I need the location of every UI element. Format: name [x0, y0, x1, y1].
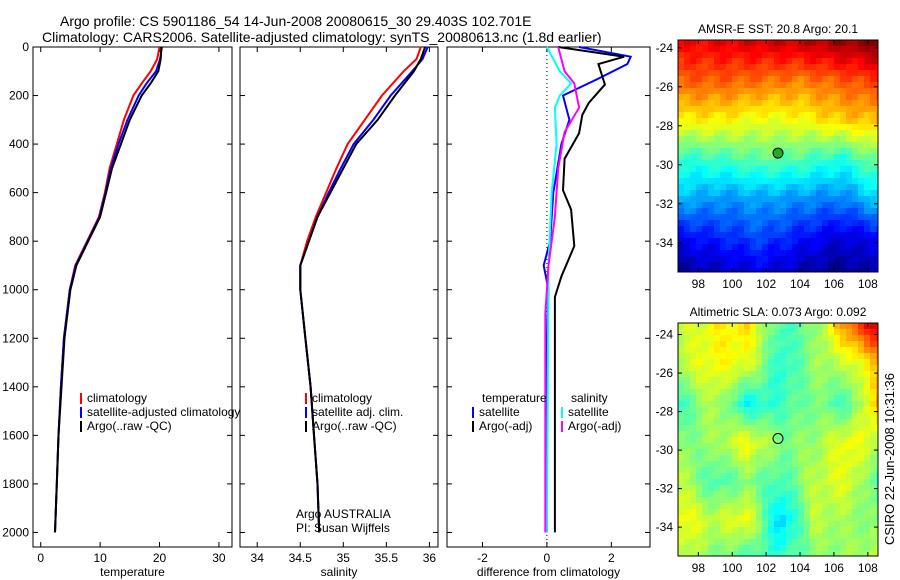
- y-tick-label: 1000: [2, 283, 29, 297]
- map-x-tick-label: 100: [722, 561, 742, 575]
- x-axis-label: difference from climatology: [477, 565, 620, 579]
- legend-label: Argo(-adj): [479, 419, 532, 433]
- plot-frame-2: [446, 46, 651, 548]
- map-x-tick-label: 104: [790, 277, 810, 291]
- map-x-tick-label: 104: [790, 561, 810, 575]
- series-line-argo---raw--qc-: [54, 46, 163, 533]
- map-x-tick-label: 108: [858, 561, 878, 575]
- map-x-tick-label: 102: [756, 561, 776, 575]
- map-x-tick-label: 98: [692, 277, 706, 291]
- map-y-tick-label: -32: [656, 482, 674, 496]
- map-title: AMSR-E SST: 20.8 Argo: 20.1: [698, 22, 858, 36]
- legend-label: satellite: [568, 405, 609, 419]
- map-y-tick-label: -30: [656, 158, 674, 172]
- y-tick-label: 0: [22, 40, 29, 54]
- y-tick-label: 1600: [2, 428, 29, 442]
- map-y-tick-label: -24: [656, 41, 674, 55]
- y-tick-label: 1200: [2, 331, 29, 345]
- map-y-tick-label: -28: [656, 119, 674, 133]
- map-frame: [677, 39, 879, 273]
- legend-label: satellite adj. clim.: [312, 405, 403, 419]
- map-y-tick-label: -26: [656, 80, 674, 94]
- map-title: Altimetric SLA: 0.073 Argo: 0.092: [690, 305, 867, 319]
- sla-map-image: [678, 323, 878, 556]
- map-y-tick-label: -30: [656, 443, 674, 457]
- x-tick-label: 0: [37, 551, 44, 565]
- x-tick-label: 34: [251, 551, 265, 565]
- legend-label: satellite-adjusted climatology: [87, 405, 240, 419]
- y-tick-label: 400: [9, 137, 29, 151]
- plot-frame-1: [239, 46, 439, 548]
- map-y-tick-label: -34: [656, 520, 674, 534]
- map-y-tick-label: -34: [656, 236, 674, 250]
- map-frame: [677, 322, 879, 557]
- title-line-2: Climatology: CARS2006. Satellite-adjuste…: [42, 29, 602, 45]
- annotation-argo-australia: Argo AUSTRALIA: [296, 507, 391, 521]
- x-tick-label: 10: [93, 551, 107, 565]
- legend-label: Argo(..raw -QC): [312, 419, 397, 433]
- y-tick-label: 1800: [2, 477, 29, 491]
- x-tick-label: 35: [337, 551, 351, 565]
- map-y-tick-label: -32: [656, 197, 674, 211]
- legend-label: satellite: [479, 405, 520, 419]
- x-axis-label: salinity: [321, 565, 358, 579]
- x-tick-label: -2: [477, 551, 488, 565]
- x-tick-label: 0: [544, 551, 551, 565]
- map-x-tick-label: 100: [722, 277, 742, 291]
- annotation-pi: PI: Susan Wijffels: [296, 521, 390, 535]
- legend-label: climatology: [312, 391, 372, 405]
- argo-location-marker: [772, 433, 784, 445]
- series-line-argo--adj-: [553, 46, 625, 533]
- map-x-tick-label: 108: [858, 277, 878, 291]
- y-tick-label: 600: [9, 186, 29, 200]
- series-line-climatology: [299, 46, 422, 533]
- series-line-argo--adj-: [544, 46, 581, 533]
- map-y-tick-label: -24: [656, 328, 674, 342]
- map-x-tick-label: 106: [824, 277, 844, 291]
- legend-label: Argo(-adj): [568, 419, 621, 433]
- map-x-tick-label: 102: [756, 277, 776, 291]
- map-x-tick-label: 106: [824, 561, 844, 575]
- x-tick-label: 34.5: [289, 551, 313, 565]
- map-y-tick-label: -28: [656, 405, 674, 419]
- x-tick-label: 35.5: [375, 551, 399, 565]
- legend-header-temperature: temperature: [482, 391, 547, 405]
- legend-label: climatology: [87, 391, 147, 405]
- title-line-1: Argo profile: CS 5901186_54 14-Jun-2008 …: [60, 13, 532, 29]
- x-tick-label: 30: [212, 551, 226, 565]
- plot-frame-0: [32, 46, 233, 548]
- y-tick-label: 2000: [2, 525, 29, 539]
- map-y-tick-label: -26: [656, 366, 674, 380]
- x-axis-label: temperature: [100, 565, 165, 579]
- argo-location-marker: [772, 147, 784, 159]
- y-tick-label: 200: [9, 89, 29, 103]
- y-tick-label: 1400: [2, 380, 29, 394]
- x-tick-label: 2: [608, 551, 615, 565]
- series-line-argo---raw--qc-: [299, 46, 427, 533]
- x-tick-label: 36: [423, 551, 437, 565]
- credit-label: CSIRO 22-Jun-2008 10:31:36: [882, 373, 897, 545]
- y-tick-label: 800: [9, 234, 29, 248]
- x-tick-label: 20: [153, 551, 167, 565]
- map-x-tick-label: 98: [692, 561, 706, 575]
- legend-header-salinity: salinity: [571, 391, 608, 405]
- series-line-satellite: [545, 46, 573, 533]
- legend-label: Argo(..raw -QC): [87, 419, 172, 433]
